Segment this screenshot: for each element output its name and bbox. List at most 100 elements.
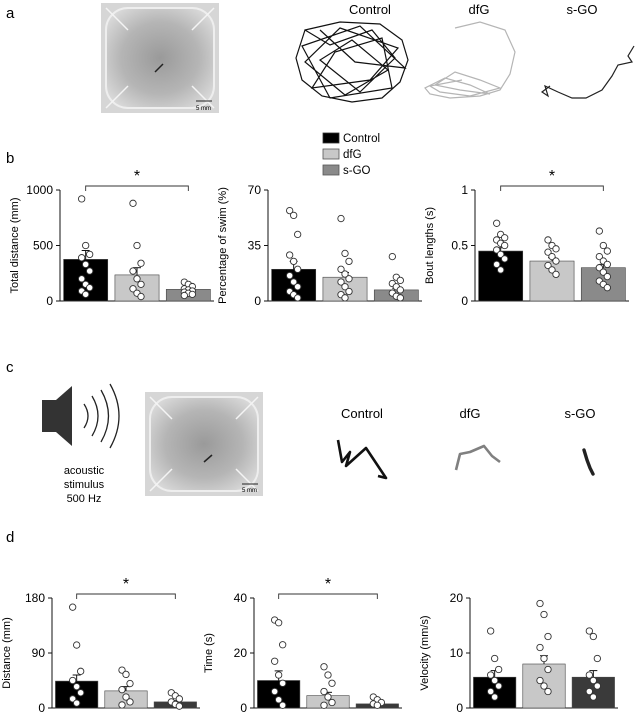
data-point [82,290,90,298]
scale-bar-c: 5 mm [242,488,257,494]
data-point [595,252,603,261]
trace-title-sgo-c: s-GO [564,406,595,421]
data-point [603,247,611,255]
data-point [77,667,85,675]
data-point [599,241,607,250]
data-point [279,679,287,687]
data-point [603,272,611,281]
data-point [345,257,353,266]
data-point [69,603,77,611]
data-point [180,291,188,300]
data-point [585,627,593,635]
y-tick-label: 70 [248,183,262,197]
data-point [589,632,597,641]
data-point [544,632,552,641]
swim-trace-sgo [540,45,635,99]
data-point [493,246,501,254]
significance-marker: * [549,168,555,185]
data-point [129,267,137,275]
data-point [126,698,134,706]
trace-title-dfg-c: dfG [460,406,481,421]
data-point [118,701,126,709]
panel-label-d: d [6,529,14,546]
data-point [493,219,501,227]
data-point [129,199,137,207]
data-point [86,284,94,292]
data-point [294,283,302,291]
data-point [501,241,509,250]
data-point [536,643,544,652]
legend-label-sgo: s-GO [343,165,371,177]
data-point [286,271,294,280]
legend-swatch-dfg [322,148,340,160]
data-point [290,211,298,220]
significance-bracket [278,593,378,599]
trace-title-control-a: Control [349,2,391,17]
data-point [328,679,336,687]
data-point [589,693,597,701]
data-point [133,241,141,250]
data-point [487,687,495,696]
y-tick-label: 20 [234,646,248,660]
significance-marker: * [123,576,129,593]
data-point [78,254,86,262]
data-point [373,701,381,709]
scale-bar-a: 5 mm [196,106,211,112]
data-point [544,261,552,270]
data-point [78,275,86,283]
data-point [396,294,404,302]
y-axis-label: Percentage of swim (%) [217,187,229,304]
data-point [275,619,283,627]
data-point [603,260,611,269]
data-point [501,234,509,242]
data-point [286,251,294,259]
legend: Control dfG s-GO [322,132,380,177]
data-point [544,236,552,244]
data-point [175,702,183,710]
significance-bracket [76,593,176,599]
y-tick-label: 0 [254,294,261,308]
data-point [345,275,353,283]
chart-4: 0 20 40 Time (s) * [203,576,402,713]
data-point [540,682,548,690]
data-point [341,249,349,258]
data-point [286,206,294,215]
data-point [320,687,328,696]
data-point [552,257,560,265]
panel-label-c: c [6,359,14,376]
data-point [548,252,556,261]
panel-label-b: b [6,150,14,167]
data-point [137,259,145,267]
data-point [345,287,353,296]
y-tick-label: 0.5 [451,239,468,253]
data-point [595,264,603,272]
panel-label-a: a [6,5,15,22]
data-point [396,286,404,294]
data-point [536,676,544,685]
data-point [337,265,345,273]
data-point [275,696,283,704]
data-point [320,663,328,671]
data-point [552,270,560,279]
data-point [593,654,601,663]
data-point [294,265,302,273]
data-point [294,230,302,239]
significance-marker: * [134,168,140,185]
y-axis-label: Velocity (mm/s) [419,615,431,690]
data-point [337,278,345,286]
chart-2: 0 0.5 1 Bout lengths (s) * [424,168,629,308]
y-tick-label: 1 [461,183,468,197]
data-point [126,679,134,688]
data-point [491,654,499,663]
data-point [290,278,298,286]
data-point [595,227,603,235]
data-point [137,292,145,301]
data-point [540,610,548,619]
data-point [271,657,279,665]
data-point [188,290,196,298]
data-point [118,686,126,694]
data-point [544,665,552,674]
data-point [129,285,137,293]
data-point [544,687,552,696]
